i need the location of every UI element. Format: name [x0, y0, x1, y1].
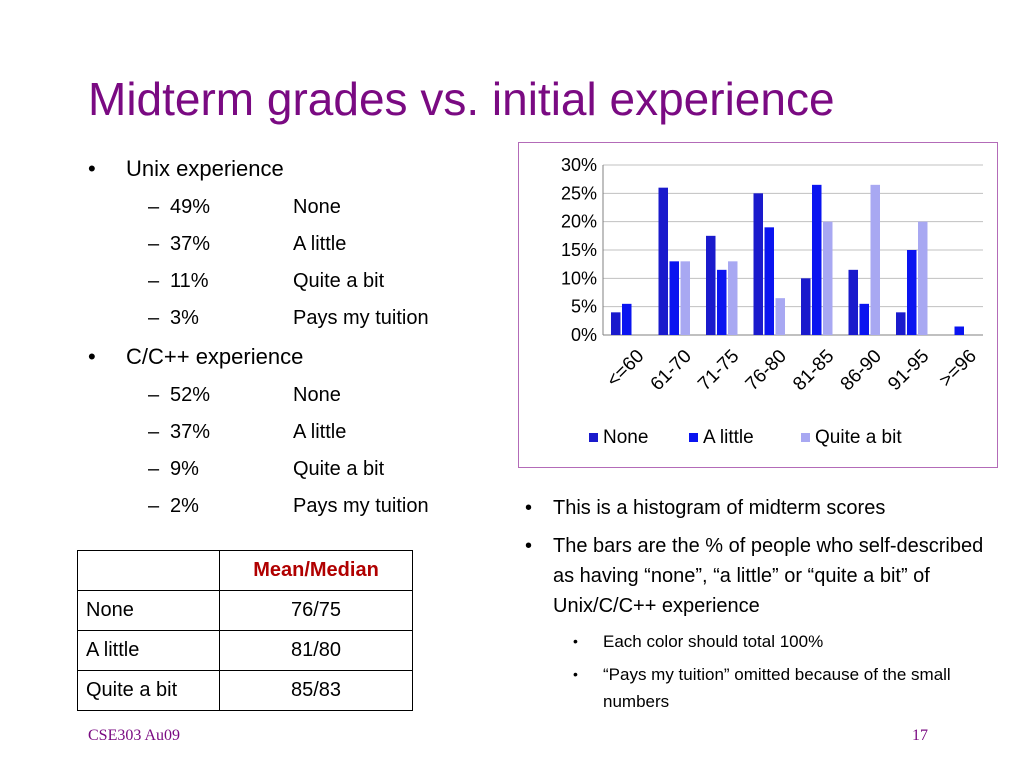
bullet-dot-icon: • [573, 666, 578, 682]
note-sub-bullet: • Each color should total 100% [573, 628, 993, 655]
x-tick-label: 91-95 [884, 346, 933, 395]
bar-quite-a-bit [870, 184, 880, 335]
y-tick-label: 15% [561, 240, 597, 260]
bar-a-little [812, 184, 822, 335]
unix-item-label: Quite a bit [293, 270, 385, 292]
bar-a-little [717, 269, 727, 335]
table-row: Quite a bit 85/83 [77, 670, 413, 711]
x-tick-label: 76-80 [742, 346, 791, 395]
bar-none [706, 235, 716, 335]
table-cell: A little [77, 630, 220, 671]
x-tick-label: 61-70 [647, 346, 696, 395]
unix-item-pct: 49% [170, 196, 211, 218]
table-header-cell [77, 550, 220, 591]
cpp-heading: • C/C++ experience [88, 344, 304, 370]
unix-heading-text: Unix experience [126, 156, 284, 181]
bullet-dot-icon: • [525, 535, 533, 557]
bar-none [896, 312, 906, 335]
table-cell: Quite a bit [77, 670, 220, 711]
cpp-item-pct: 52% [170, 384, 211, 406]
note-sub-bullet: • “Pays my tuition” omitted because of t… [573, 661, 993, 715]
note-text: This is a histogram of midterm scores [553, 497, 886, 519]
bar-quite-a-bit [823, 221, 833, 335]
y-tick-label: 25% [561, 183, 597, 203]
table-header-row: Mean/Median [77, 550, 413, 591]
note-sub-text: Each color should total 100% [603, 632, 824, 651]
unix-item-pct: 37% [170, 233, 211, 255]
table-cell: 81/80 [219, 630, 413, 671]
bullet-dot-icon: • [88, 344, 96, 369]
bar-a-little [764, 227, 774, 335]
cpp-heading-text: C/C++ experience [126, 344, 304, 369]
legend-swatch [589, 433, 598, 442]
note-sub-text: “Pays my tuition” omitted because of the… [603, 665, 951, 711]
unix-item-label: Pays my tuition [293, 307, 429, 329]
table-cell: 85/83 [219, 670, 413, 711]
cpp-item-label: Quite a bit [293, 458, 385, 480]
note-bullet: • The bars are the % of people who self-… [525, 531, 1003, 621]
cpp-item-pct: 2% [170, 495, 199, 517]
table-header-cell: Mean/Median [219, 550, 413, 591]
bullet-dot-icon: • [573, 633, 578, 649]
bar-none [658, 187, 668, 335]
y-tick-label: 5% [571, 297, 597, 317]
table-row: None 76/75 [77, 590, 413, 631]
y-tick-label: 0% [571, 325, 597, 345]
histogram-svg: 0% 5% 10% 15% 20% 25% 30% <=6061-7071-7576-8081… [561, 155, 983, 448]
y-tick-label: 10% [561, 268, 597, 288]
cpp-item-label: A little [293, 421, 347, 443]
cpp-item-label: None [293, 384, 341, 406]
unix-item-pct: 3% [170, 307, 199, 329]
cpp-item-pct: 9% [170, 458, 199, 480]
x-tick-label: >=96 [935, 346, 980, 391]
legend-label: Quite a bit [815, 427, 902, 448]
unix-heading: • Unix experience [88, 156, 284, 182]
legend-label: A little [703, 427, 754, 448]
cpp-item-pct: 37% [170, 421, 211, 443]
bar-quite-a-bit [680, 261, 690, 335]
table-cell: 76/75 [219, 590, 413, 631]
bullet-dot-icon: • [525, 497, 533, 519]
bar-a-little [954, 326, 964, 335]
x-tick-label: 71-75 [694, 346, 743, 395]
note-text: The bars are the % of people who self-de… [553, 535, 984, 617]
unix-item-pct: 11% [170, 270, 209, 292]
y-tick-label: 20% [561, 212, 597, 232]
legend-label: None [603, 427, 648, 448]
bar-a-little [859, 303, 869, 335]
legend-swatch [801, 433, 810, 442]
bar-quite-a-bit [775, 298, 785, 335]
bar-none [801, 278, 811, 335]
unix-item-label: None [293, 196, 341, 218]
bar-a-little [669, 261, 679, 335]
bar-none [611, 312, 621, 335]
legend-swatch [689, 433, 698, 442]
x-tick-label: 81-85 [789, 346, 838, 395]
slide-title: Midterm grades vs. initial experience [88, 73, 835, 125]
x-tick-label: 86-90 [837, 346, 886, 395]
bullet-dot-icon: • [88, 156, 96, 181]
table-row: A little 81/80 [77, 630, 413, 671]
note-bullet: • This is a histogram of midterm scores [525, 493, 1003, 523]
stats-table: Mean/Median None 76/75 A little 81/80 Qu… [77, 550, 413, 711]
histogram-chart: 0% 5% 10% 15% 20% 25% 30% <=60 61-70 71-75 76-80 81… [518, 142, 998, 468]
bar-none [848, 269, 858, 335]
unix-item-label: A little [293, 233, 347, 255]
bar-a-little [907, 250, 917, 335]
cpp-item-label: Pays my tuition [293, 495, 429, 517]
x-tick-label: <=60 [603, 346, 648, 391]
bar-quite-a-bit [728, 261, 738, 335]
table-cell: None [77, 590, 220, 631]
page-number: 17 [912, 727, 928, 744]
footer-course: CSE303 Au09 [88, 727, 181, 744]
y-tick-label: 30% [561, 155, 597, 175]
bar-a-little [622, 303, 632, 335]
bar-quite-a-bit [918, 221, 928, 335]
bar-none [753, 193, 763, 335]
